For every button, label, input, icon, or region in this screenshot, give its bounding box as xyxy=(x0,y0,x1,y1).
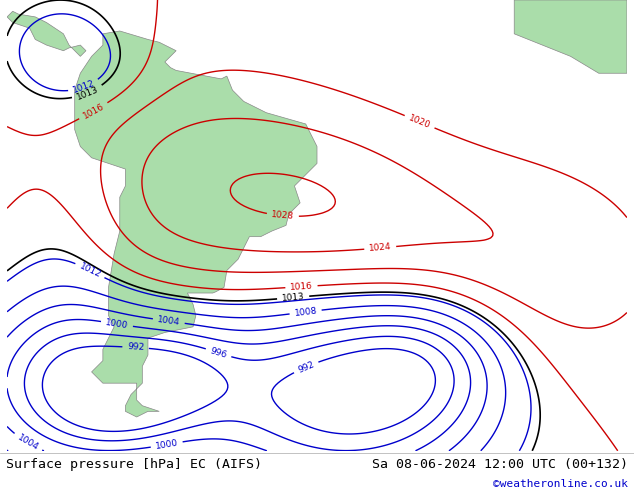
Text: 992: 992 xyxy=(127,343,145,352)
Text: 1008: 1008 xyxy=(294,306,318,318)
Text: 1020: 1020 xyxy=(407,113,432,130)
Text: 1028: 1028 xyxy=(271,210,295,221)
Text: 1000: 1000 xyxy=(155,438,179,451)
Polygon shape xyxy=(75,31,317,417)
Text: ©weatheronline.co.uk: ©weatheronline.co.uk xyxy=(493,479,628,489)
Text: Sa 08-06-2024 12:00 UTC (00+132): Sa 08-06-2024 12:00 UTC (00+132) xyxy=(372,458,628,471)
Text: 1016: 1016 xyxy=(81,101,106,121)
Text: 992: 992 xyxy=(296,360,316,374)
Text: 1004: 1004 xyxy=(16,433,40,452)
Polygon shape xyxy=(514,0,627,73)
Text: Surface pressure [hPa] EC (AIFS): Surface pressure [hPa] EC (AIFS) xyxy=(6,458,262,471)
Text: 1013: 1013 xyxy=(75,84,100,101)
Text: 1013: 1013 xyxy=(281,292,305,303)
Text: 1012: 1012 xyxy=(78,262,102,279)
Text: 1016: 1016 xyxy=(290,281,313,292)
Text: 1012: 1012 xyxy=(72,79,96,95)
Text: 1000: 1000 xyxy=(105,318,129,330)
Text: 996: 996 xyxy=(209,346,228,360)
Polygon shape xyxy=(7,11,86,56)
Text: 1004: 1004 xyxy=(157,315,181,327)
Text: 1024: 1024 xyxy=(368,243,392,253)
